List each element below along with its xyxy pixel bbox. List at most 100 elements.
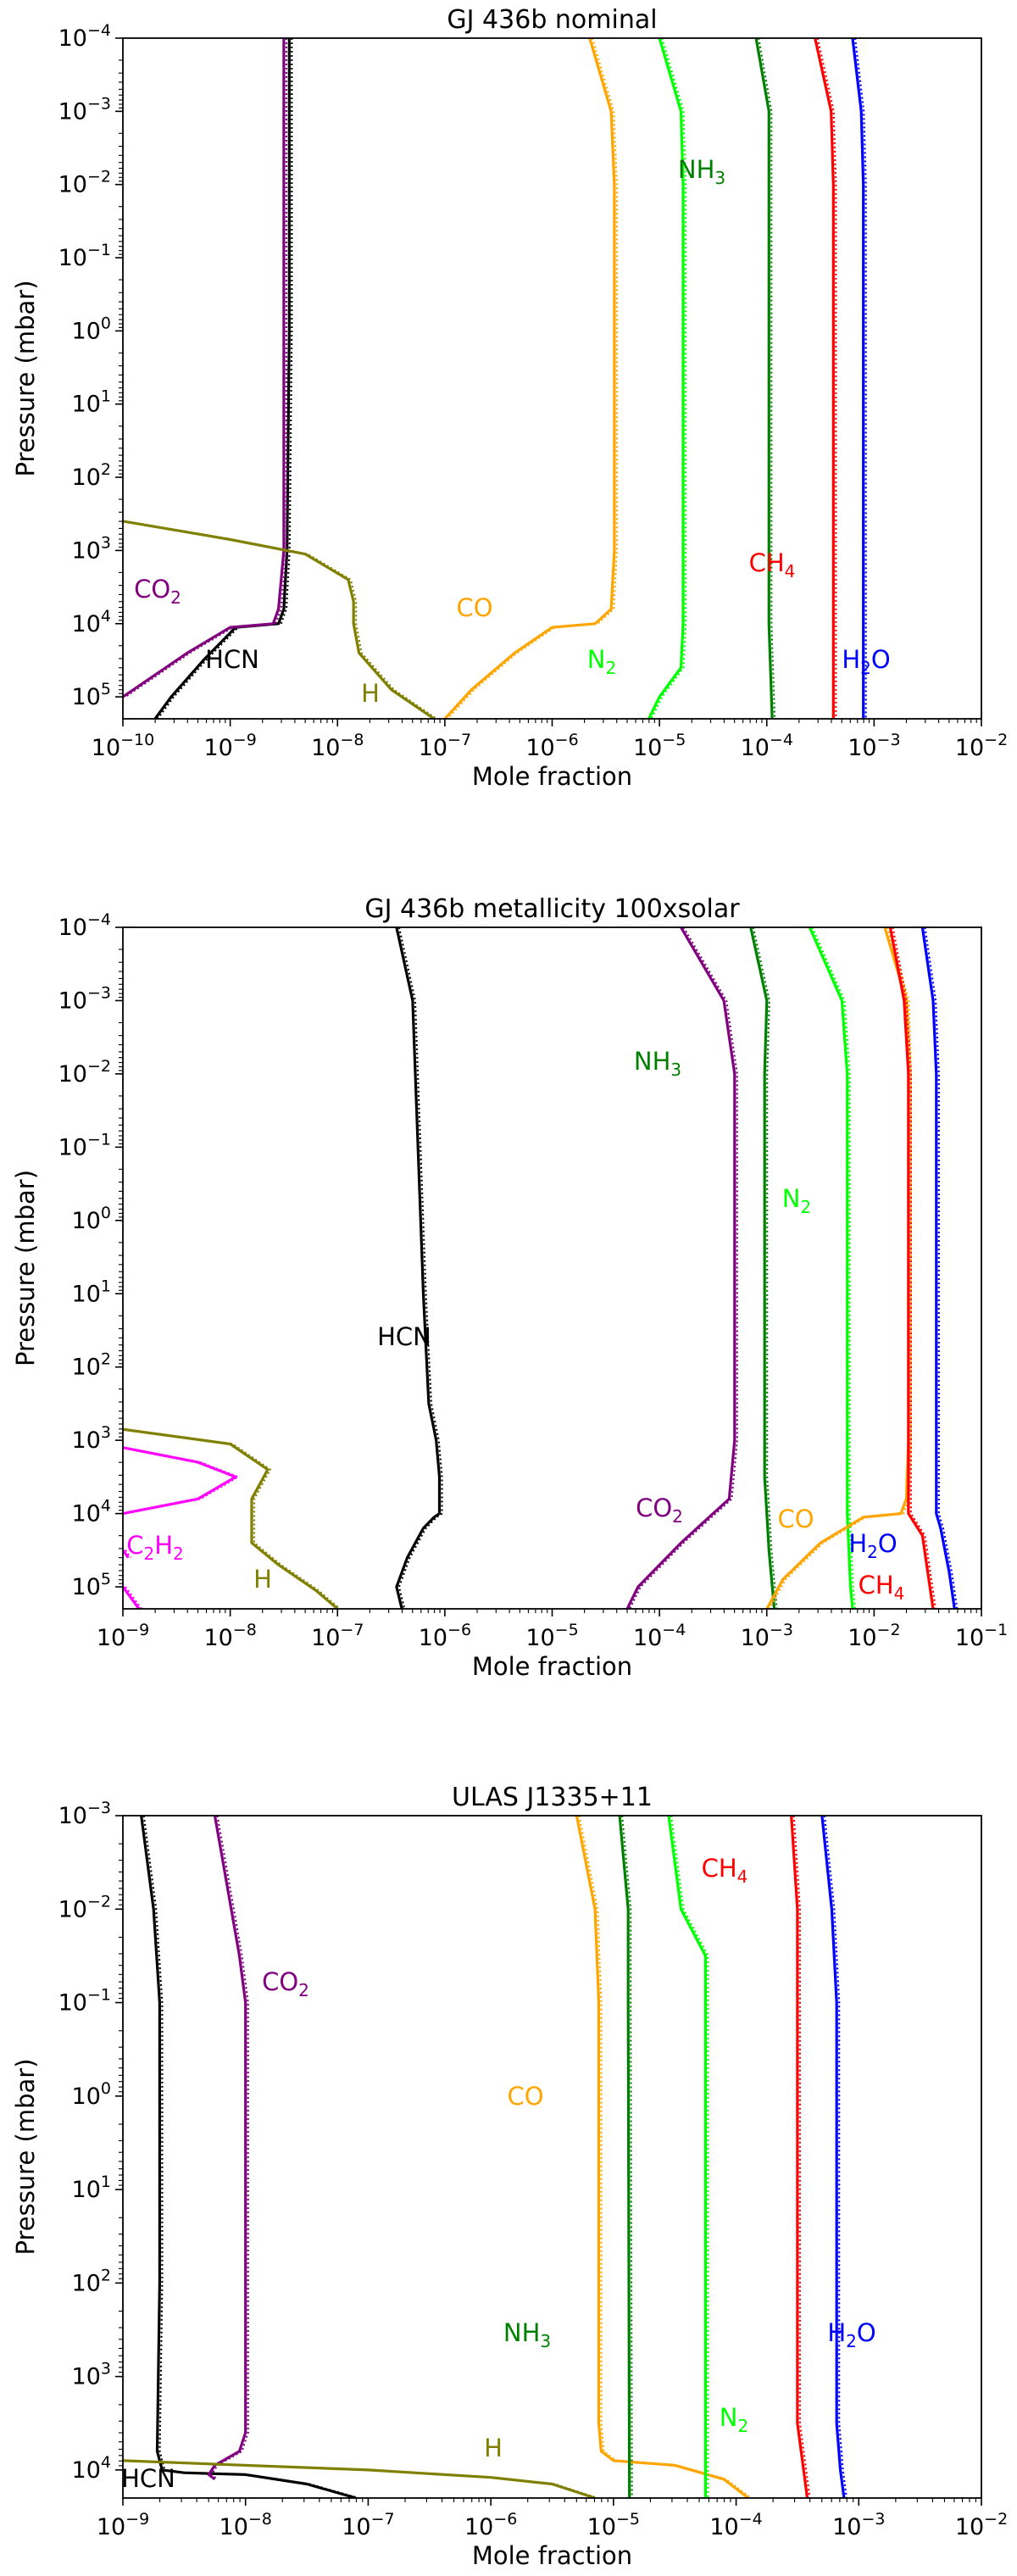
x-axis-label: Mole fraction — [472, 762, 632, 791]
y-tick-label: 101 — [72, 2173, 111, 2203]
y-tick-label: 10−1 — [58, 241, 111, 271]
species-label-co: CO — [507, 2082, 543, 2111]
series-hcn-line — [395, 927, 442, 1609]
series-co2-dotted-line — [209, 1816, 249, 2480]
series-h2o-dotted-line — [853, 38, 867, 719]
x-tick-label: 10−3 — [741, 1621, 793, 1651]
panel-2: GJ 436b metallicity 100xsolar 10−9 10−8 10−… — [11, 894, 1008, 1681]
series-c2h2-line — [123, 1549, 130, 1559]
x-tick-label: 10−6 — [525, 731, 578, 761]
series-c2h2-line — [123, 1586, 141, 1609]
y-tick-label: 104 — [72, 607, 111, 637]
species-label-hcn: HCN — [205, 645, 259, 674]
series-n2-dotted-line — [670, 1816, 709, 2498]
y-tick-label: 10−2 — [58, 168, 111, 198]
chart-title: GJ 436b metallicity 100xsolar — [364, 894, 740, 924]
x-tick-label: 10−5 — [525, 1621, 578, 1651]
series-n2-dotted-line — [811, 927, 857, 1609]
y-tick-label: 10−2 — [58, 1057, 111, 1088]
series-n2-line — [667, 1816, 708, 2498]
series-nh3-dotted-line — [758, 38, 776, 719]
species-label-nh3: NH3 — [634, 1047, 681, 1080]
x-tick-label: 10−9 — [97, 1621, 149, 1651]
series-nh3-line — [749, 927, 776, 1609]
series-co-dotted-line — [578, 1816, 752, 2498]
chart-title: GJ 436b nominal — [447, 5, 657, 35]
series-co2-line — [207, 1816, 247, 2481]
species-label-hcn: HCN — [121, 2464, 175, 2493]
species-label-h: H — [361, 679, 380, 708]
species-label-ch4: CH4 — [749, 548, 796, 581]
x-tick-label: 10−2 — [848, 1621, 900, 1651]
y-tick-label: 10−3 — [58, 983, 111, 1014]
series-h-line — [123, 1427, 339, 1609]
y-tick-label: 102 — [72, 1350, 111, 1381]
series-h-dotted-line — [125, 1428, 342, 1609]
species-label-h2o: H2O — [848, 1529, 897, 1562]
species-label-h: H — [484, 2434, 503, 2462]
series-h2o-line — [851, 38, 865, 719]
y-tick-label: 102 — [72, 460, 111, 491]
species-label-co2: CO2 — [636, 1494, 683, 1527]
x-tick-label: 10−7 — [311, 1621, 364, 1651]
species-label-h2o: H2O — [827, 2318, 875, 2351]
series-co-line — [443, 38, 616, 719]
species-label-c2h2: C2H2 — [126, 1531, 184, 1564]
series-ch4-line — [790, 1816, 809, 2498]
plot-frame — [122, 1815, 982, 2499]
y-tick-label: 100 — [72, 2079, 111, 2110]
x-tick-label: 10−9 — [97, 2510, 149, 2540]
y-tick-label: 101 — [72, 1277, 111, 1307]
series-co-line — [575, 1816, 749, 2498]
x-tick-label: 10−8 — [220, 2510, 272, 2540]
y-tick-label: 105 — [72, 680, 111, 710]
series-hcn-dotted-line — [157, 38, 293, 719]
series-group — [123, 1816, 848, 2498]
y-tick-label: 103 — [72, 533, 111, 564]
y-axis-label: Pressure (mbar) — [11, 280, 40, 476]
series-hcn-dotted-line — [142, 1816, 359, 2498]
x-tick-label: 10−5 — [633, 731, 686, 761]
series-ch4-dotted-line — [816, 38, 837, 719]
series-co2-line — [123, 38, 286, 698]
series-group — [123, 38, 867, 719]
y-tick-label: 104 — [72, 2453, 111, 2484]
series-co-dotted-line — [768, 927, 913, 1609]
x-tick-label: 10−3 — [832, 2510, 885, 2540]
species-label-co2: CO2 — [134, 575, 181, 608]
species-label-ch4: CH4 — [859, 1571, 905, 1604]
panel-3: ULAS J1335+11 10−9 10−8 10−7 10−6 10−5 10−4 10−… — [11, 1783, 1008, 2570]
x-tick-label: 10−1 — [955, 1621, 1008, 1651]
x-tick-label: 10−7 — [342, 2510, 394, 2540]
species-label-co: CO — [777, 1505, 814, 1533]
series-co2-line — [625, 927, 736, 1609]
x-tick-label: 10−8 — [311, 731, 364, 761]
y-tick-label: 10−3 — [58, 94, 111, 125]
series-ch4-dotted-line — [892, 927, 937, 1609]
species-label-nh3: NH3 — [678, 155, 725, 188]
y-tick-label: 10−1 — [58, 1130, 111, 1160]
x-axis-label: Mole fraction — [472, 2541, 632, 2570]
y-tick-label: 10−3 — [58, 1799, 111, 1829]
x-tick-label: 10−4 — [709, 2510, 762, 2540]
chart-title: ULAS J1335+11 — [452, 1783, 653, 1812]
x-tick-label: 10−9 — [203, 731, 256, 761]
series-h-dotted-line — [125, 2459, 598, 2498]
species-label-n2: N2 — [782, 1184, 811, 1217]
series-n2-line — [647, 38, 685, 719]
species-label-n2: N2 — [587, 645, 616, 678]
panel-1: GJ 436b nominal 10−10 10−9 10−8 10−7 10−6 10−5… — [11, 5, 1008, 791]
species-label-hcn: HCN — [377, 1322, 431, 1351]
x-tick-label: 10−6 — [464, 2510, 517, 2540]
series-ch4-line — [888, 927, 935, 1609]
species-label-n2: N2 — [720, 2403, 748, 2436]
series-hcn-dotted-line — [397, 927, 443, 1609]
series-c2h2-dotted-line — [125, 1549, 132, 1559]
x-tick-label: 10−2 — [955, 731, 1008, 761]
x-tick-label: 10−2 — [955, 2510, 1008, 2540]
y-tick-label: 10−1 — [58, 1986, 111, 2017]
species-label-h: H — [253, 1565, 272, 1594]
y-tick-label: 101 — [72, 387, 111, 418]
series-h2o-line — [820, 1816, 846, 2498]
